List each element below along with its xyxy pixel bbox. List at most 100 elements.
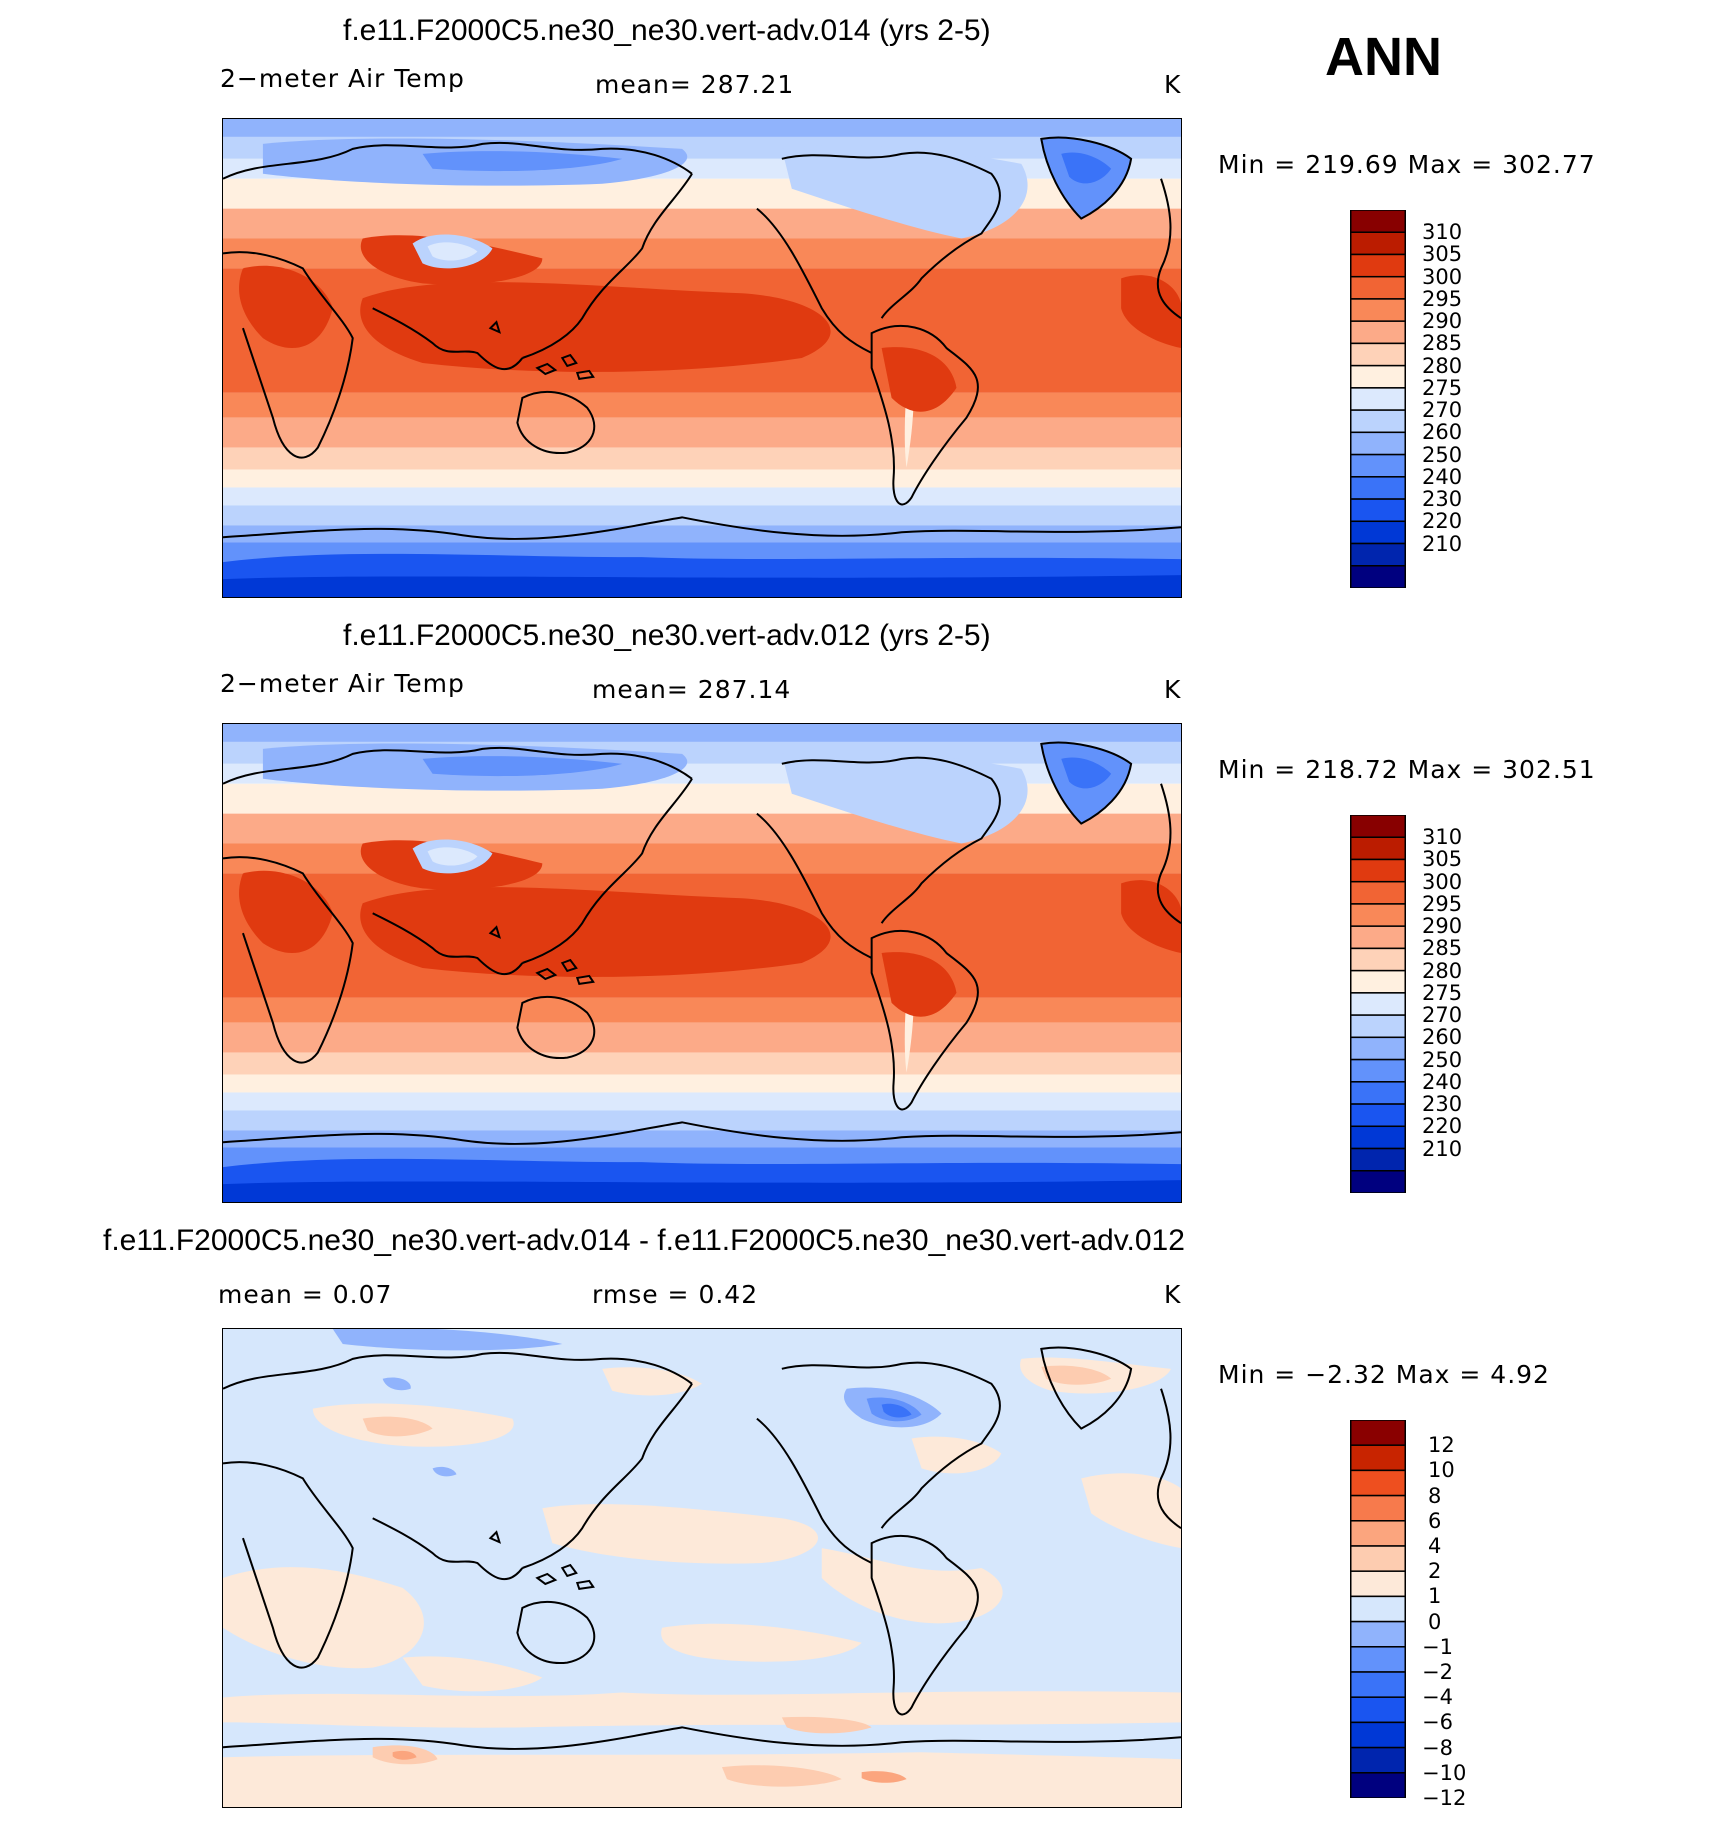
panel-title: f.e11.F2000C5.ne30_ne30.vert-adv.014 - f… (103, 1224, 1185, 1257)
colorbar-box (1350, 1671, 1406, 1698)
colorbar-box (1350, 1746, 1406, 1774)
panel-3: f.e11.F2000C5.ne30_ne30.vert-adv.014 - f… (0, 1210, 1710, 1822)
colorbar-tick-label: 280 (1422, 958, 1463, 983)
colorbar-box (1350, 1595, 1406, 1623)
colorbar-box (1350, 320, 1406, 345)
colorbar-tick-label: 270 (1422, 1003, 1463, 1028)
colorbar-tick-label: 210 (1422, 1136, 1463, 1161)
temperature-map (222, 118, 1182, 598)
colorbar-box (1350, 880, 1406, 905)
colorbar-box (1350, 1469, 1406, 1497)
difference-map (222, 1328, 1182, 1808)
colorbar-tick-label: 280 (1422, 353, 1463, 378)
colorbar-box (1350, 1103, 1406, 1128)
colorbar-tick-label: 230 (1422, 487, 1463, 512)
min-max-label: Min = −2.32 Max = 4.92 (1218, 1360, 1550, 1389)
colorbar-tick-label: −2 (1422, 1660, 1453, 1684)
colorbar-box (1350, 387, 1406, 411)
colorbar-tick-label: 285 (1422, 331, 1463, 356)
colorbar-tick-label: −12 (1422, 1786, 1467, 1810)
colorbar-tick-label: 240 (1422, 1069, 1463, 1094)
colorbar-tick-label: 10 (1428, 1458, 1455, 1483)
colorbar-tick-label: 4 (1428, 1534, 1442, 1558)
colorbar-box (1350, 1058, 1406, 1083)
variable-label: 2−meter Air Temp (220, 64, 465, 93)
colorbar-box (1350, 1170, 1406, 1193)
colorbar-box (1350, 969, 1406, 994)
mean-label: mean= 287.21 (595, 70, 795, 99)
colorbar-box (1350, 836, 1406, 861)
colorbar-box (1350, 1444, 1406, 1472)
colorbar-box (1350, 1125, 1406, 1150)
min-max-label: Min = 219.69 Max = 302.77 (1218, 150, 1596, 179)
colorbar-tick-label: 305 (1422, 242, 1463, 267)
colorbar-tick-label: 6 (1428, 1508, 1442, 1533)
panel-title: f.e11.F2000C5.ne30_ne30.vert-adv.012 (yr… (343, 619, 991, 652)
colorbar-tick-label: 220 (1422, 509, 1463, 534)
colorbar-box (1350, 1696, 1406, 1724)
colorbar (1350, 815, 1406, 1193)
colorbar-tick-label: 305 (1422, 847, 1463, 872)
colorbar-tick-label: 260 (1422, 1025, 1463, 1050)
colorbar-tick-label: 260 (1422, 420, 1463, 445)
colorbar-tick-label: 300 (1422, 869, 1463, 894)
colorbar-tick-label: 1 (1428, 1584, 1442, 1609)
rmse-label: rmse = 0.42 (592, 1280, 759, 1309)
colorbar-box (1350, 1545, 1406, 1572)
mean-label: mean= 287.14 (592, 675, 792, 704)
temperature-map (222, 723, 1182, 1203)
colorbar-tick-label: −10 (1422, 1760, 1467, 1785)
colorbar-tick-label: 295 (1422, 286, 1463, 311)
colorbar-box (1350, 1570, 1406, 1598)
colorbar-box (1350, 431, 1406, 456)
colorbar-tick-label: 210 (1422, 531, 1463, 556)
colorbar-tick-label: 8 (1428, 1483, 1442, 1508)
diff-mean-label: mean = 0.07 (218, 1280, 393, 1309)
colorbar-box (1350, 253, 1406, 278)
colorbar-tick-label: −6 (1422, 1710, 1453, 1735)
colorbar-tick-label: 240 (1422, 464, 1463, 489)
colorbar-tick-label: 275 (1422, 375, 1463, 400)
colorbar-box (1350, 453, 1406, 478)
colorbar-box (1350, 1620, 1406, 1648)
colorbar-tick-label: −8 (1422, 1735, 1453, 1760)
colorbar-box (1350, 1520, 1406, 1547)
colorbar-box (1350, 1721, 1406, 1749)
colorbar-tick-label: 290 (1422, 914, 1463, 939)
colorbar-box (1350, 476, 1406, 500)
colorbar-box (1350, 275, 1406, 300)
colorbar-tick-label: −4 (1422, 1685, 1453, 1710)
colorbar-tick-label: 2 (1428, 1559, 1442, 1584)
colorbar-box (1350, 342, 1406, 367)
colorbar-box (1350, 1081, 1406, 1105)
colorbar-box (1350, 1494, 1406, 1522)
colorbar-tick-label: 250 (1422, 442, 1463, 467)
colorbar-tick-label: 250 (1422, 1047, 1463, 1072)
colorbar-tick-label: 310 (1422, 220, 1463, 245)
units-label: K (1164, 675, 1182, 704)
colorbar-box (1350, 231, 1406, 256)
colorbar-box (1350, 1014, 1406, 1039)
colorbar (1350, 210, 1406, 588)
colorbar-tick-label: 290 (1422, 309, 1463, 334)
colorbar-tick-label: 300 (1422, 264, 1463, 289)
colorbar-tick-label: 230 (1422, 1092, 1463, 1117)
colorbar-box (1350, 1036, 1406, 1061)
colorbar-box (1350, 298, 1406, 322)
season-label: ANN (1325, 27, 1442, 87)
units-label: K (1164, 70, 1182, 99)
temperature-field (223, 724, 1181, 1202)
colorbar-box (1350, 1646, 1406, 1673)
panel-2: f.e11.F2000C5.ne30_ne30.vert-adv.012 (yr… (0, 605, 1710, 1205)
colorbar-box (1350, 815, 1406, 838)
colorbar-tick-label: 270 (1422, 398, 1463, 423)
colorbar-box (1350, 903, 1406, 927)
colorbar-box (1350, 1772, 1406, 1798)
colorbar-box (1350, 409, 1406, 434)
colorbar-box (1350, 210, 1406, 233)
colorbar-tick-label: 0 (1428, 1609, 1442, 1634)
colorbar-tick-label: 295 (1422, 891, 1463, 916)
panel-1: f.e11.F2000C5.ne30_ne30.vert-adv.014 (yr… (0, 0, 1710, 600)
colorbar-box (1350, 520, 1406, 545)
colorbar-tick-label: 12 (1428, 1433, 1455, 1458)
